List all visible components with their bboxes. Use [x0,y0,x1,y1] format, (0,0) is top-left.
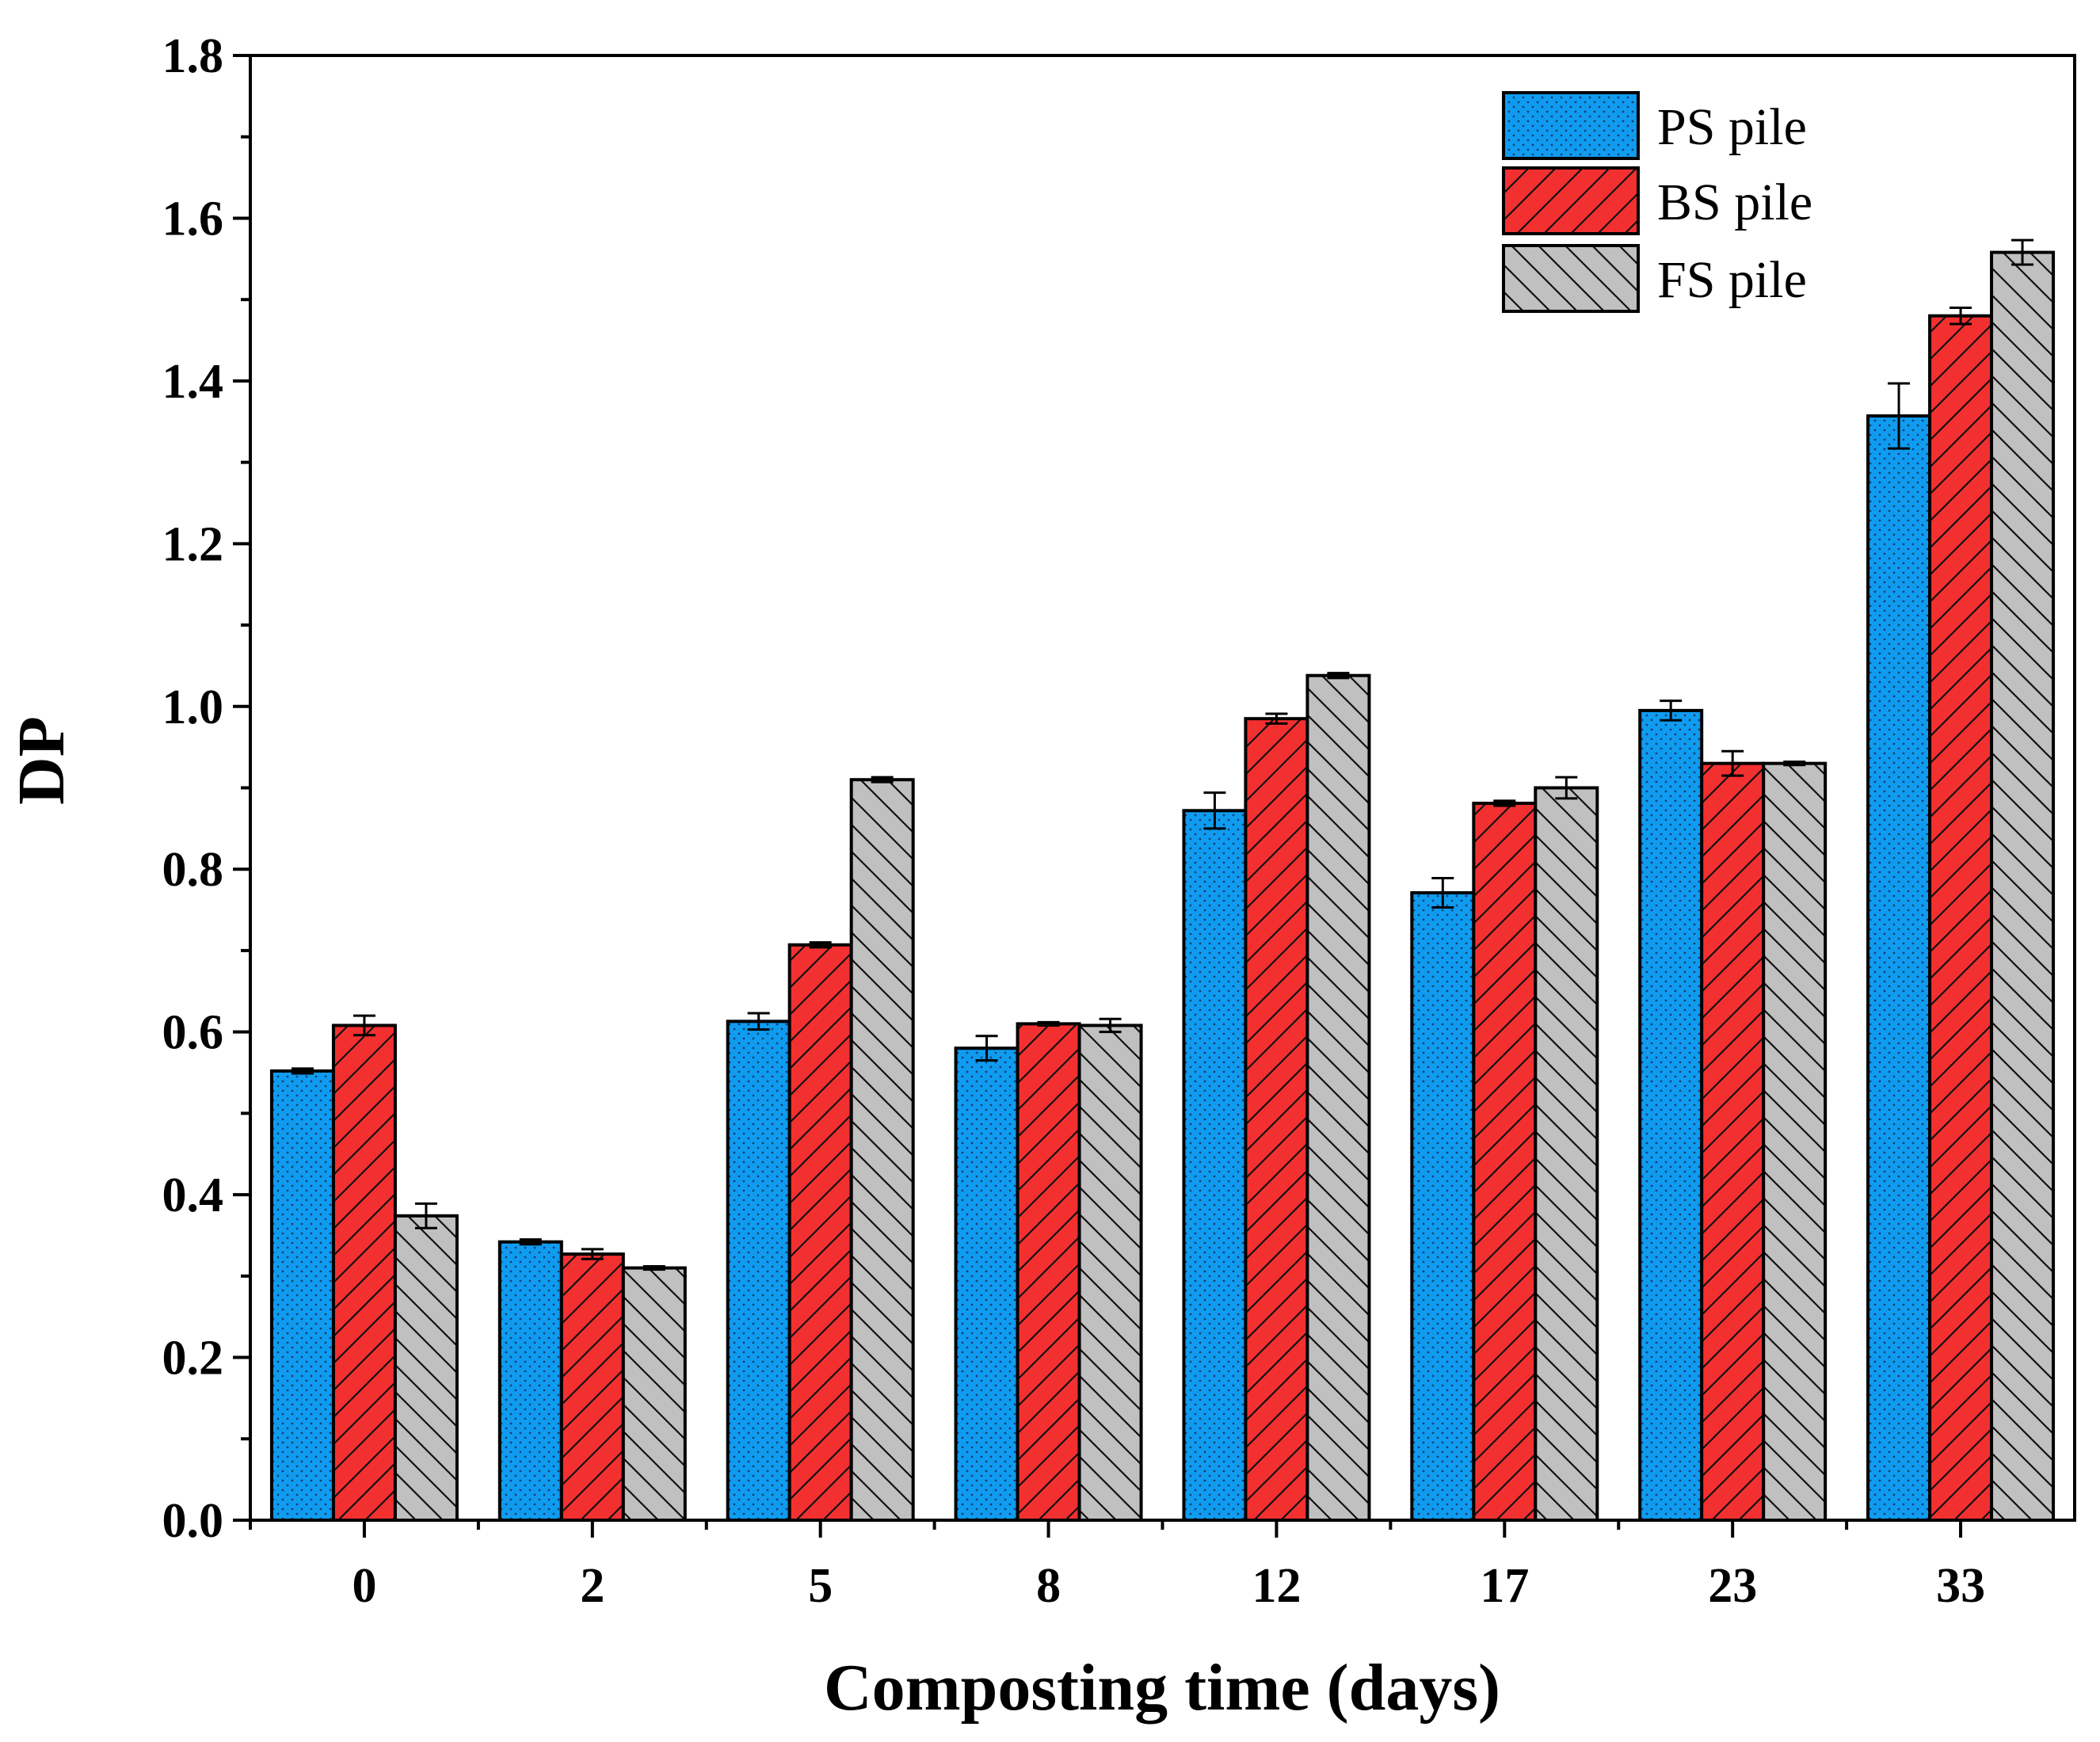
bar-bs-pile-2 [559,1252,625,1523]
error-bar [809,941,832,949]
error-bar [1203,791,1226,830]
error-bar [1888,382,1911,450]
bar-ps-pile-17 [1410,891,1476,1523]
bar-fs-pile-17 [1534,786,1599,1522]
error-bar [1327,672,1350,680]
y-tick-label: 1.4 [162,355,224,409]
bar-ps-pile-23 [1638,708,1704,1522]
error-bar [2011,238,2034,266]
bar-fs-pile-33 [1990,250,2056,1522]
legend-label-bs: BS pile [1657,173,1812,231]
y-tick-label: 0.2 [162,1332,224,1386]
error-bar [353,1014,375,1037]
y-tick-label: 1.8 [162,29,224,83]
bar-bs-pile-8 [1016,1022,1081,1522]
bar-ps-pile-33 [1866,414,1932,1522]
y-tick-label: 1.6 [162,192,224,246]
y-tick-label: 1.0 [162,680,224,734]
legend-swatch-ps [1502,91,1640,160]
y-axis-title: DP [5,716,78,805]
error-bar [291,1067,314,1075]
legend-swatch-fs [1502,244,1640,313]
error-bars [291,238,2034,1271]
error-bar [1493,799,1516,807]
bar-ps-pile-5 [726,1020,791,1522]
x-tick-label: 0 [352,1559,376,1613]
error-bar [1431,877,1454,909]
y-axis: 0.0 0.2 0.4 0.6 0.8 1.0 1.2 1.4 1.6 1.8 [162,29,250,1548]
bar-fs-pile-8 [1077,1023,1143,1522]
x-tick-label: 5 [808,1559,833,1613]
x-tick-label: 2 [580,1559,604,1613]
bar-ps-pile-2 [497,1240,563,1522]
error-bar [1949,306,1972,326]
x-tick-label: 12 [1252,1559,1301,1613]
y-tick-label: 0.8 [162,843,224,897]
error-bar [581,1248,604,1260]
bar-bs-pile-5 [787,943,853,1522]
legend-label-fs: FS pile [1657,251,1807,309]
bar-fs-pile-5 [849,778,915,1522]
bar-bs-pile-17 [1472,802,1538,1522]
legend-swatch-bs [1502,166,1640,235]
bar-bs-pile-12 [1244,717,1309,1522]
error-bar [1660,699,1683,722]
error-bar [1783,760,1806,767]
error-bar [975,1035,998,1062]
x-tick-label: 8 [1036,1559,1061,1613]
error-bar [747,1012,770,1031]
bar-ps-pile-8 [954,1046,1020,1522]
bar-fs-pile-12 [1305,673,1371,1523]
error-bar [519,1238,542,1246]
legend-label-ps: PS pile [1657,98,1807,156]
y-tick-label: 0.4 [162,1168,224,1222]
error-bar [1265,712,1288,725]
error-bar [1555,776,1578,800]
bar-fs-pile-2 [621,1266,687,1523]
bar-ps-pile-12 [1182,809,1248,1522]
bars [269,250,2056,1523]
error-bar [642,1265,665,1271]
x-axis-title: Composting time (days) [824,1651,1500,1725]
bar-bs-pile-0 [331,1023,397,1522]
bar-ps-pile-0 [269,1069,335,1523]
error-bar [414,1202,437,1229]
x-tick-label: 23 [1708,1559,1757,1613]
error-bar [871,776,894,783]
bar-bs-pile-33 [1928,314,1994,1523]
y-tick-label: 0.0 [162,1494,224,1548]
error-bar [1037,1020,1060,1027]
bar-fs-pile-0 [393,1214,459,1522]
y-tick-label: 1.2 [162,517,224,571]
bar-bs-pile-23 [1700,761,1766,1522]
x-tick-label: 33 [1936,1559,1985,1613]
error-bar [1721,749,1744,777]
x-axis: 0 2 5 8 12 17 23 33 [249,1520,1985,1613]
legend: PS pile BS pile FS pile [1502,91,1812,313]
error-bar [1099,1017,1122,1034]
bar-fs-pile-23 [1762,761,1827,1522]
x-tick-label: 17 [1480,1559,1529,1613]
y-tick-label: 0.6 [162,1006,224,1060]
